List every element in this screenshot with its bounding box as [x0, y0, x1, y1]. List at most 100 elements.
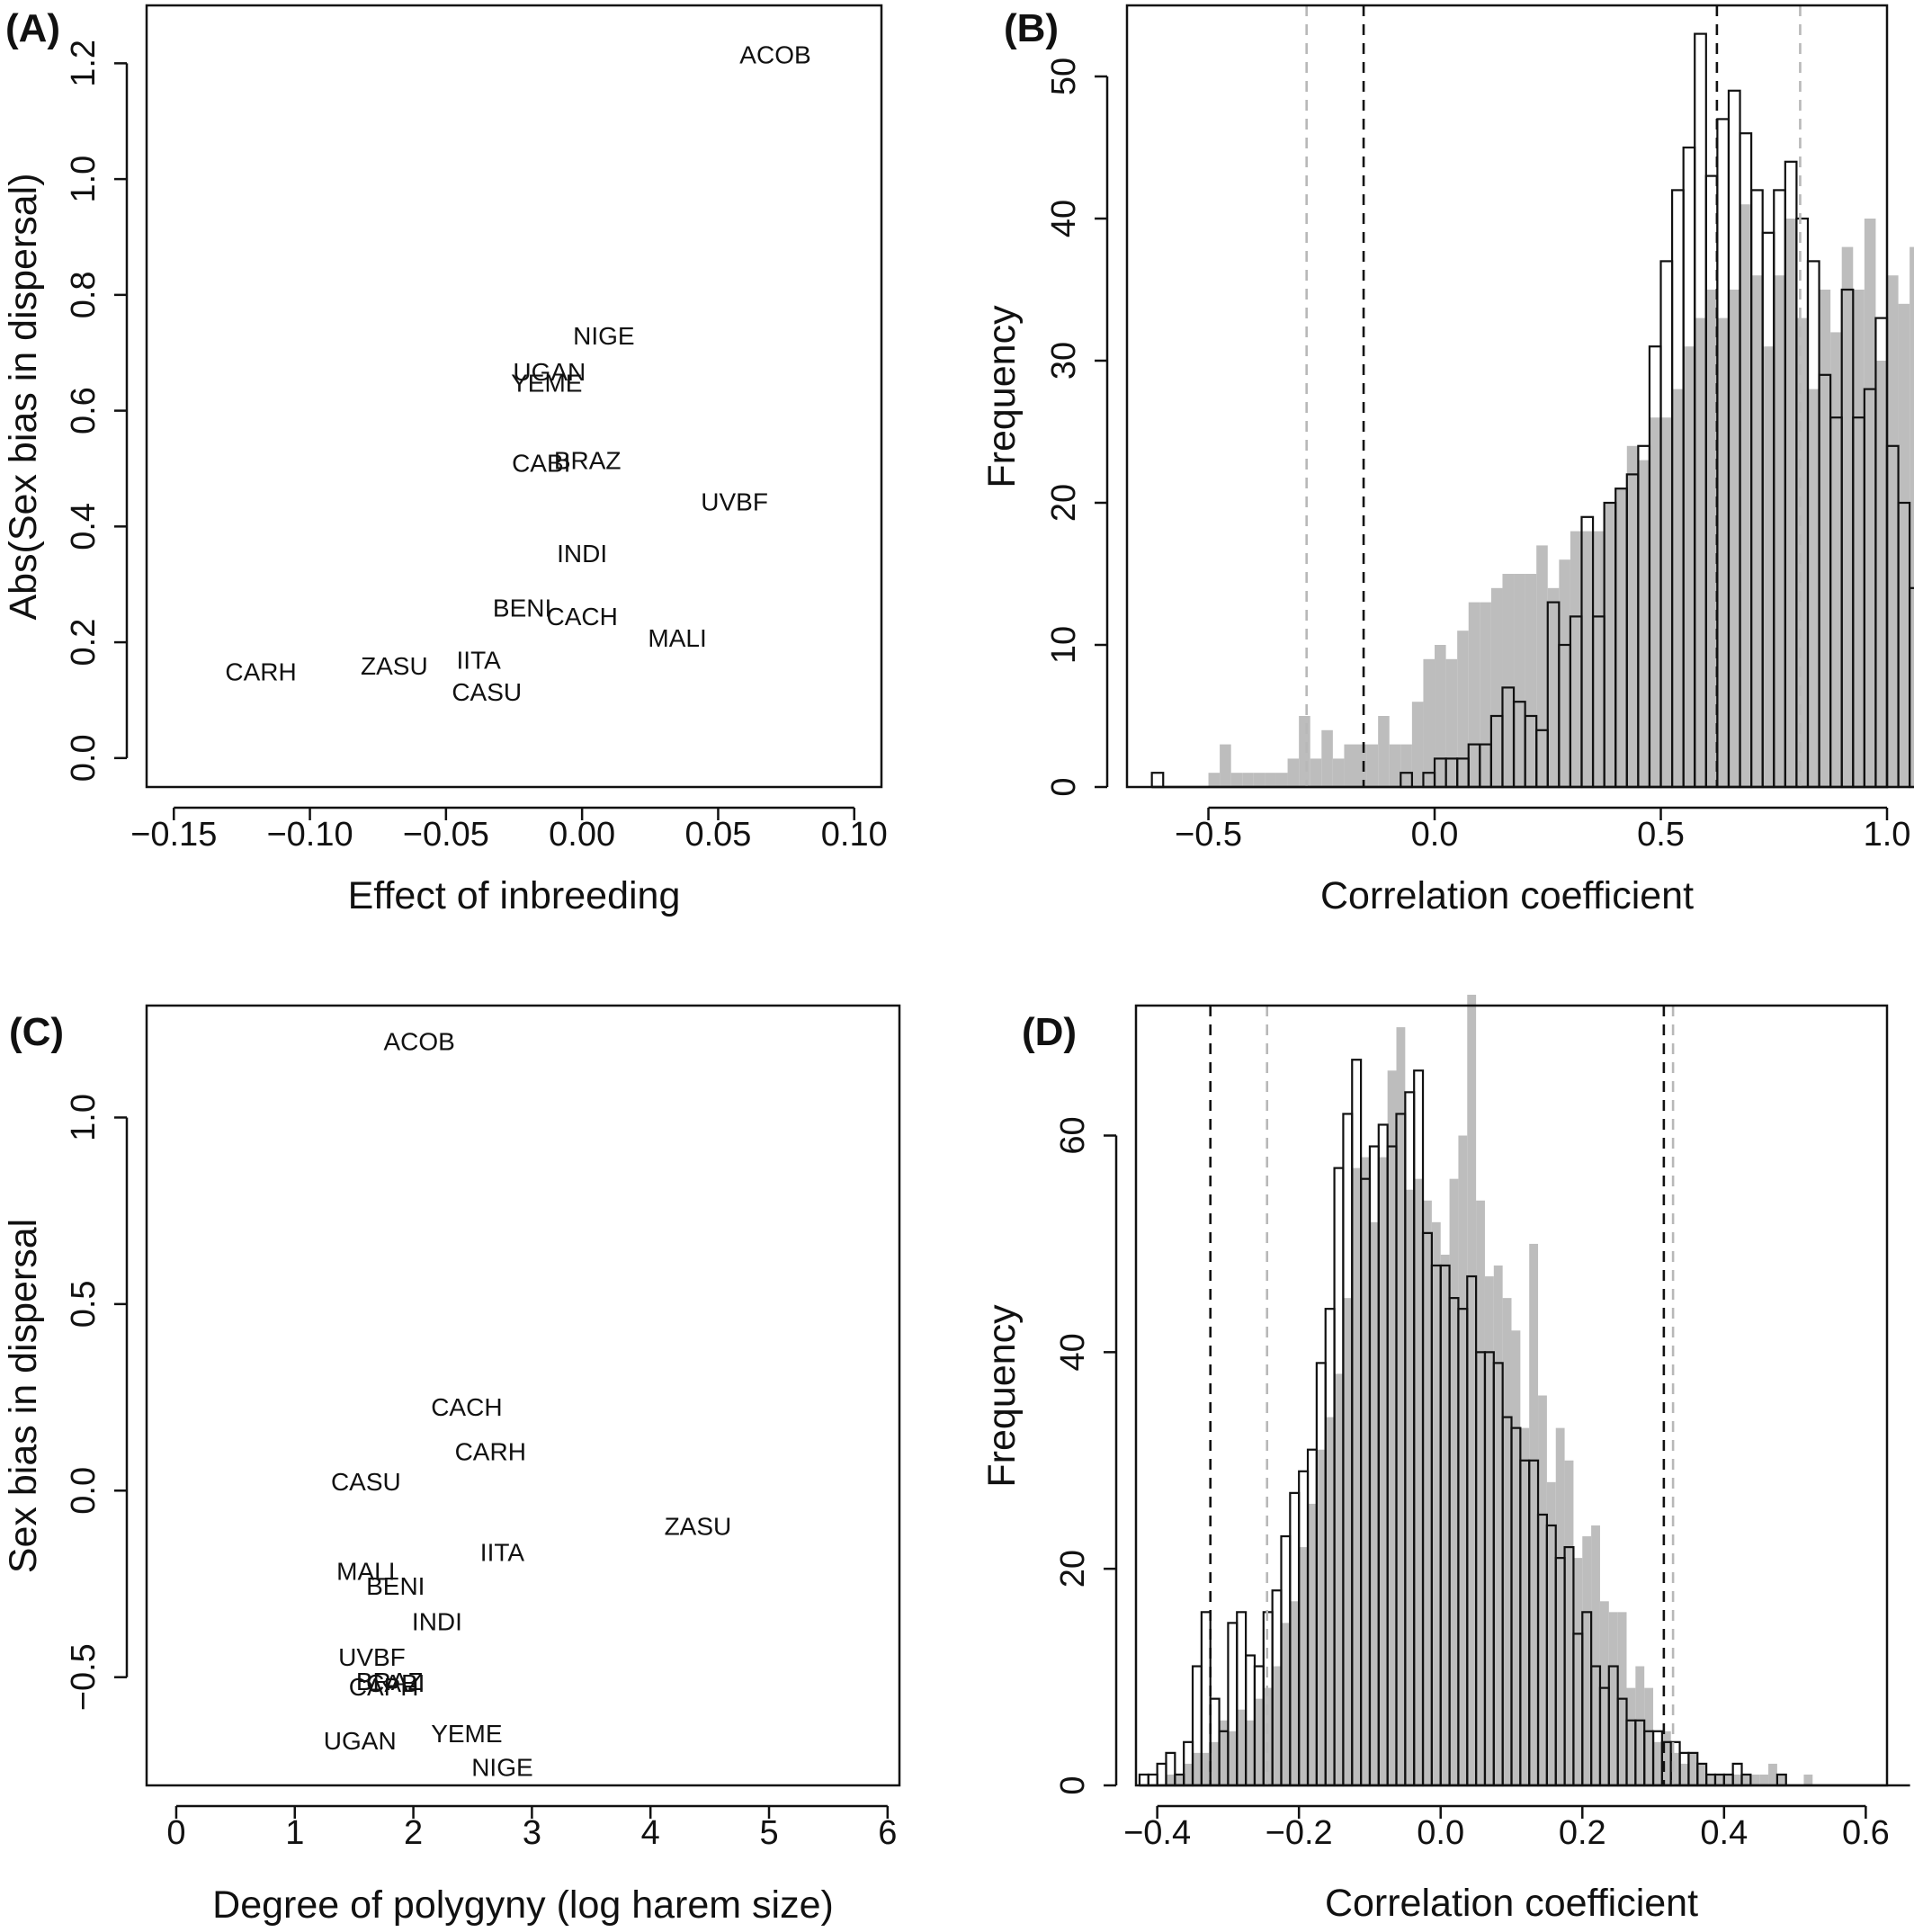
- histogram-bar: [1280, 1534, 1292, 1787]
- y-tick-label: 0.2: [65, 619, 103, 666]
- x-tick-label: 3: [523, 1814, 541, 1852]
- histogram-bar: [1598, 1686, 1610, 1787]
- histogram-bar: [1607, 1665, 1619, 1787]
- histogram-bar: [1475, 1351, 1487, 1787]
- histogram-bar: [1626, 445, 1639, 787]
- y-tick-label: 0.8: [65, 271, 103, 318]
- histogram-bar: [1840, 288, 1855, 789]
- histogram-bar: [1616, 1697, 1628, 1787]
- histogram-bar: [1298, 1470, 1310, 1787]
- histogram-bar: [1593, 531, 1605, 787]
- histogram-bar: [1694, 32, 1707, 789]
- y-tick-label: 1.0: [65, 1094, 103, 1141]
- y-tick-label: 20: [1045, 484, 1083, 522]
- histogram-bar: [1484, 1276, 1494, 1785]
- histogram-bar: [1670, 189, 1685, 789]
- histogram-bar: [1218, 1730, 1230, 1787]
- panel-letter: (A): [5, 6, 60, 50]
- histogram-bar: [1775, 1773, 1787, 1787]
- histogram-bar: [1430, 1264, 1442, 1787]
- histogram-bar: [1776, 1774, 1786, 1785]
- histogram-bar: [1751, 275, 1763, 787]
- histogram-bar: [1435, 645, 1446, 787]
- histogram-bar: [1433, 757, 1447, 789]
- histogram-bar: [1885, 444, 1900, 789]
- hist-series-gray: [1166, 994, 1813, 1785]
- histogram-bar: [1898, 303, 1910, 787]
- histogram-bar: [1750, 189, 1764, 789]
- x-tick-label: 1: [285, 1814, 304, 1852]
- histogram-bar: [1520, 1427, 1530, 1785]
- histogram-bar: [1306, 1448, 1318, 1787]
- histogram-bar: [1514, 574, 1525, 787]
- histogram-bar: [1411, 702, 1424, 787]
- histogram-bar: [1502, 1298, 1512, 1785]
- histogram-bar: [1361, 1157, 1370, 1785]
- y-tick-label: 1.2: [65, 40, 103, 87]
- histogram-bar: [1761, 231, 1775, 789]
- y-tick-label: 10: [1045, 626, 1083, 664]
- histogram-bar: [1634, 1719, 1646, 1787]
- histogram-bar: [1271, 1589, 1283, 1787]
- y-axis-title: Frequency: [980, 1304, 1024, 1488]
- histogram-bar: [1324, 1308, 1336, 1787]
- histogram-bar: [1795, 217, 1810, 789]
- histogram-bar: [1661, 1731, 1671, 1785]
- x-axis-title: Degree of polygyny (log harem size): [212, 1883, 834, 1927]
- histogram-bar: [1299, 1547, 1309, 1785]
- histogram-bar: [1774, 275, 1785, 787]
- x-axis: −0.4 −0.2 0.0 0.2 0.4 0.6 Correlation coeffici…: [1123, 1804, 1890, 1925]
- histogram-bar: [1431, 1221, 1441, 1785]
- histogram-bar: [1332, 758, 1345, 787]
- point-label: CABI: [366, 1669, 425, 1697]
- histogram-bar: [1448, 1297, 1460, 1787]
- histogram-bar: [1275, 773, 1288, 787]
- histogram-bar: [1706, 1774, 1715, 1785]
- histogram-bar: [1389, 744, 1401, 787]
- histogram-bar: [1174, 1773, 1185, 1787]
- point-label: CACH: [546, 603, 617, 631]
- histogram-bar: [1528, 1459, 1540, 1787]
- histogram-bar: [1272, 1666, 1282, 1785]
- histogram-bar: [1423, 658, 1436, 787]
- histogram-bar: [1457, 631, 1469, 787]
- histogram-bar: [1166, 1774, 1176, 1785]
- histogram-bar: [1722, 1773, 1734, 1787]
- histogram-bar: [1219, 1720, 1229, 1785]
- x-axis: −0.15 −0.10 −0.05 0.00 0.05 0.10 Effect of inb…: [130, 806, 888, 917]
- histogram-bar: [1714, 1774, 1724, 1785]
- histogram-bar: [1467, 994, 1477, 1785]
- histogram-bar: [1343, 1298, 1353, 1785]
- histogram-bar: [1536, 1513, 1548, 1787]
- y-axis: 0.0 0.2 0.4 0.6 0.8 1.0 1.2 Abs(Sex bias in dis…: [2, 40, 129, 782]
- histogram-bar: [1413, 1069, 1425, 1787]
- histogram-bar: [1591, 615, 1605, 789]
- x-axis-title: Effect of inbreeding: [348, 874, 681, 917]
- histogram-bar: [1572, 1632, 1584, 1787]
- histogram-bar: [1352, 1167, 1362, 1785]
- histogram-bar: [1830, 332, 1842, 787]
- point-label: BRAZ: [356, 1668, 424, 1695]
- histogram-bar: [1546, 601, 1561, 789]
- point-label: NIGE: [573, 322, 634, 350]
- histogram-bar: [1529, 1243, 1539, 1785]
- plot-frame: [1134, 1004, 1889, 1787]
- histogram-bar: [1678, 1751, 1690, 1787]
- histogram-bar: [1387, 1070, 1397, 1785]
- histogram-bar: [1467, 743, 1481, 789]
- histogram-bar: [1558, 643, 1572, 789]
- histogram-bar: [1422, 772, 1436, 789]
- x-tick-label: 0.2: [1559, 1814, 1606, 1852]
- histogram-bar: [1807, 389, 1820, 787]
- histogram-bar: [1564, 1460, 1574, 1785]
- histogram-bar: [1395, 1113, 1407, 1787]
- point-label: YEME: [431, 1720, 502, 1748]
- histogram-bar: [1672, 389, 1684, 787]
- y-tick-label: 1.0: [65, 156, 103, 203]
- point-label: BRAZ: [554, 446, 622, 474]
- histogram-bar: [1369, 1221, 1379, 1785]
- histogram-bar: [1713, 1773, 1725, 1787]
- histogram-bar: [1554, 1557, 1566, 1787]
